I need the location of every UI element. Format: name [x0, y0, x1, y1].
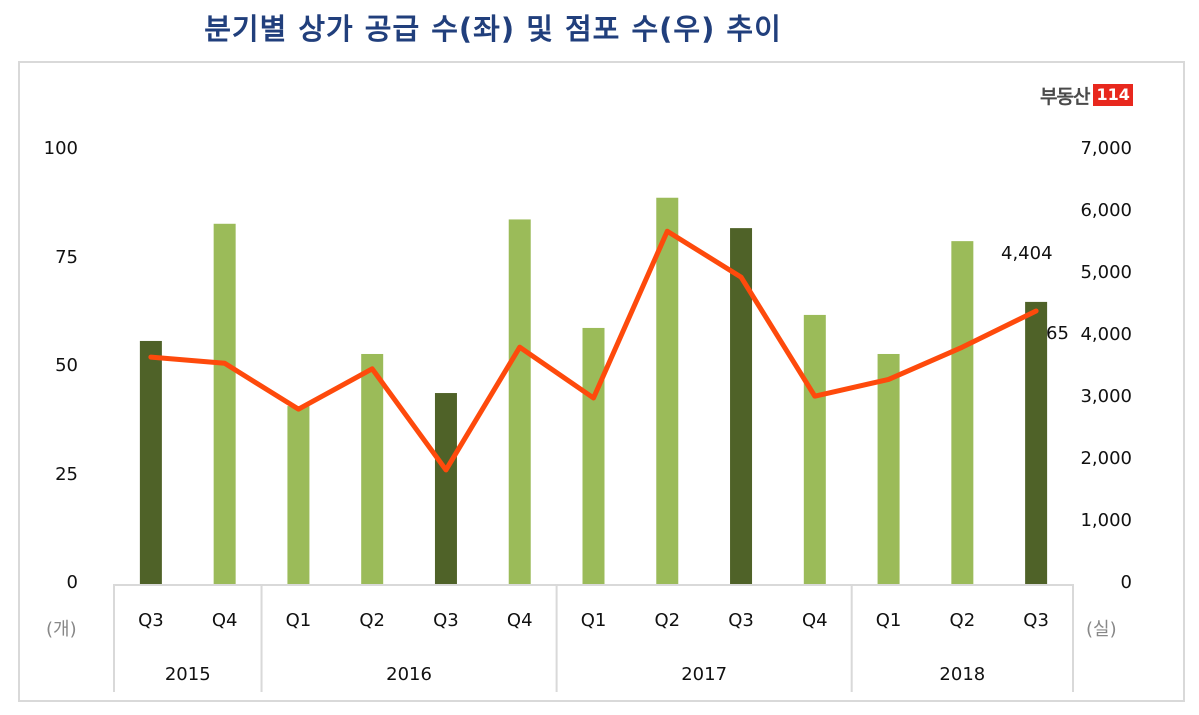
x-quarter-label: Q1 [285, 610, 312, 631]
x-quarter-label: Q2 [949, 610, 976, 631]
line-last-value-label: 4,404 [1001, 243, 1053, 264]
bar [803, 314, 826, 584]
left-y-tick: 25 [55, 463, 78, 485]
right-y-tick: 3,000 [1080, 386, 1132, 407]
bar [213, 223, 236, 584]
left-y-tick: 100 [43, 138, 78, 159]
bar [582, 327, 605, 584]
left-y-tick: 75 [55, 246, 78, 268]
x-quarter-label: Q4 [506, 610, 533, 631]
bar [656, 197, 679, 585]
x-quarter-label: Q3 [433, 610, 459, 631]
bar [951, 241, 974, 584]
bar [361, 353, 384, 584]
chart-frame [18, 61, 1185, 702]
left-y-tick: 0 [66, 572, 78, 593]
logo-badge: 114 [1093, 84, 1133, 106]
right-y-tick: 5,000 [1080, 262, 1132, 283]
right-y-tick: 4,000 [1080, 324, 1132, 345]
x-quarter-label: Q2 [359, 610, 385, 631]
store-count-line [148, 228, 1039, 473]
bar [508, 219, 531, 584]
x-quarter-label: Q3 [1023, 610, 1049, 631]
bar [1025, 301, 1048, 584]
right-y-tick: 1,000 [1080, 510, 1132, 531]
x-year-label: 2018 [939, 664, 986, 685]
x-quarter-label: Q4 [211, 610, 238, 631]
x-quarter-label: Q1 [580, 610, 607, 631]
left-y-tick: 50 [55, 355, 78, 376]
bar [287, 406, 310, 584]
right-axis-unit: (실) [1086, 619, 1117, 640]
right-y-tick: 0 [1120, 572, 1132, 593]
brand-logo: 부동산 114 [1040, 83, 1133, 108]
x-year-label: 2016 [386, 664, 432, 685]
logo-text: 부동산 [1040, 85, 1090, 108]
bar [434, 393, 457, 584]
x-quarter-label: Q3 [138, 610, 164, 631]
right-y-tick: 2,000 [1080, 448, 1132, 469]
x-quarter-label: Q3 [728, 610, 754, 631]
bar [139, 340, 162, 584]
x-year-label: 2017 [681, 664, 728, 685]
right-y-tick: 7,000 [1080, 138, 1132, 159]
chart-title: 분기별 상가 공급 수(좌) 및 점포 수(우) 추이 [204, 12, 782, 46]
left-axis-unit: (개) [46, 619, 77, 640]
x-quarter-label: Q2 [654, 610, 681, 631]
bar-last-value-label: 65 [1046, 323, 1069, 344]
x-quarter-label: Q1 [875, 610, 902, 631]
bar [877, 353, 900, 584]
x-year-label: 2015 [164, 664, 211, 685]
bar [730, 228, 753, 584]
right-y-tick: 6,000 [1080, 200, 1132, 221]
x-quarter-label: Q4 [801, 610, 828, 631]
